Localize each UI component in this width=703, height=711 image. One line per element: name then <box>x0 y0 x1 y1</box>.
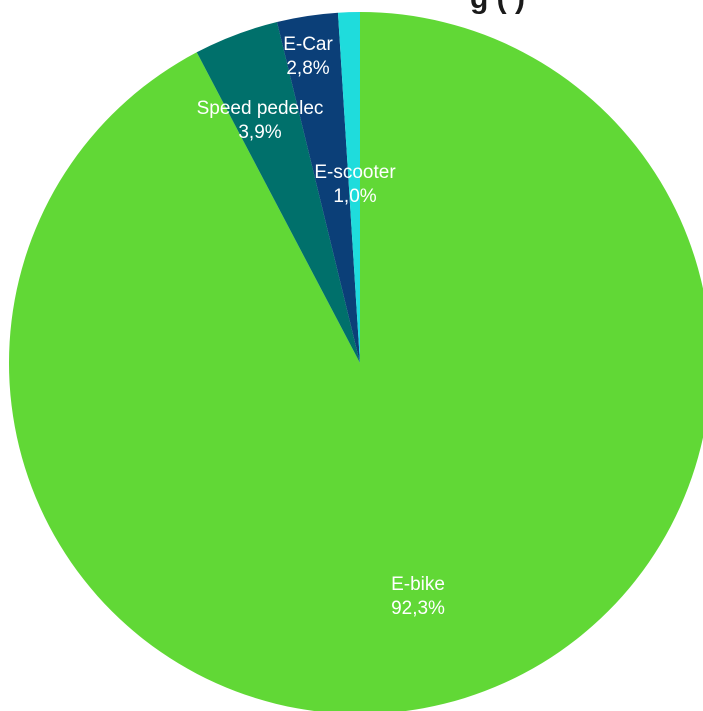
slice-value-e-car: 2,8% <box>286 58 329 79</box>
slice-value-e-scooter: 1,0% <box>333 186 376 207</box>
pie-slice-e-bike <box>9 12 703 711</box>
pie-slice-e-car <box>276 12 360 363</box>
chart-title-fragment: g ( ) <box>470 0 525 15</box>
slice-label-e-car: E-Car <box>283 34 333 55</box>
slice-label-e-bike: E-bike <box>391 574 445 595</box>
slice-value-speed-pedelec: 3,9% <box>238 122 281 143</box>
slice-label-e-scooter: E-scooter <box>314 162 396 183</box>
pie-slice-speed-pedelec <box>196 21 360 364</box>
pie-slices <box>9 11 703 711</box>
slice-label-speed-pedelec: Speed pedelec <box>197 98 324 119</box>
pie-slice-e-scooter <box>337 11 360 363</box>
slice-value-e-bike: 92,3% <box>391 598 445 619</box>
pie-labels: E-bike 92,3% Speed pedelec 3,9% E-Car 2,8% E-s… <box>197 34 445 619</box>
